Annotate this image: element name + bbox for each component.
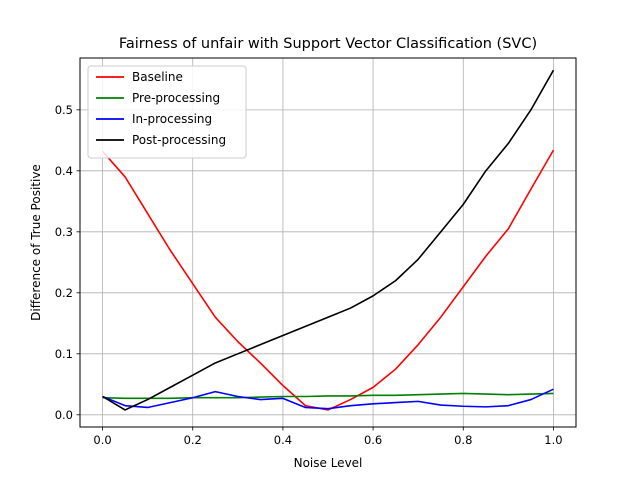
series-line-baseline xyxy=(101,149,555,411)
legend-box xyxy=(87,65,247,159)
x-axis-label: Noise Level xyxy=(294,456,363,470)
y-tick-label: 0.5 xyxy=(55,103,73,117)
x-tick-label: 0.0 xyxy=(93,433,111,447)
plot-frame xyxy=(79,57,577,428)
series-lines xyxy=(101,69,555,411)
y-tick-label: 0.4 xyxy=(55,164,73,178)
y-tick-label: 0.2 xyxy=(55,286,73,300)
series-line-post-processing xyxy=(102,69,555,411)
y-tick-label: 0.0 xyxy=(55,408,73,422)
chart-title: Fairness of unfair with Support Vector C… xyxy=(119,36,537,52)
y-axis-label: Difference of True Positive xyxy=(29,164,43,321)
legend: Baseline Pre-processing In-processing Post-… xyxy=(87,65,247,159)
axis-ticks: 0.0 0.2 0.4 0.6 0.8 1.0 0.0 0.1 0.2 0.3 0.4 0.5 xyxy=(55,103,563,447)
x-tick-label: 0.6 xyxy=(364,433,382,447)
y-tick-label: 0.3 xyxy=(55,225,73,239)
legend-label: Baseline xyxy=(132,70,183,84)
x-tick-label: 0.8 xyxy=(454,433,472,447)
legend-label: Post-processing xyxy=(132,133,226,147)
series-line-pre-processing xyxy=(102,392,554,400)
legend-label: In-processing xyxy=(132,112,212,126)
grid xyxy=(80,58,576,427)
series-line-in-processing xyxy=(102,388,554,410)
x-tick-label: 0.4 xyxy=(274,433,292,447)
legend-label: Pre-processing xyxy=(132,91,220,105)
y-tick-label: 0.1 xyxy=(55,347,73,361)
x-tick-label: 0.2 xyxy=(184,433,202,447)
x-tick-label: 1.0 xyxy=(544,433,562,447)
